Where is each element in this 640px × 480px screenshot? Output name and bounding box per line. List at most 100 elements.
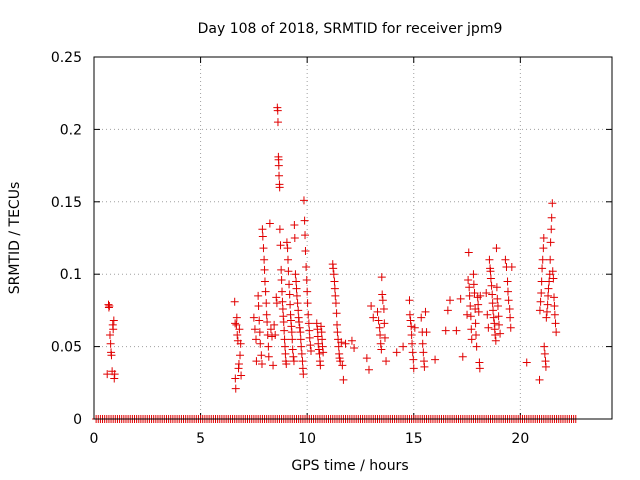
data-point <box>275 171 284 180</box>
data-point <box>304 319 313 328</box>
data-point <box>284 267 293 276</box>
data-point <box>392 348 401 357</box>
x-tick-label: 5 <box>196 431 205 447</box>
data-point <box>493 294 502 303</box>
data-point <box>109 316 118 325</box>
data-point <box>280 335 289 344</box>
data-point <box>277 265 286 274</box>
data-point <box>266 325 275 334</box>
data-point <box>380 319 389 328</box>
data-point <box>483 310 492 319</box>
data-point <box>265 219 274 228</box>
data-point <box>544 291 553 300</box>
data-point <box>501 255 510 264</box>
data-point <box>535 375 544 384</box>
data-point <box>456 294 465 303</box>
data-point <box>458 352 467 361</box>
data-point <box>465 283 474 292</box>
data-point <box>334 342 343 351</box>
data-point <box>492 244 501 253</box>
data-point <box>107 351 116 360</box>
data-point <box>376 339 385 348</box>
data-point <box>407 322 416 331</box>
data-point <box>279 317 288 326</box>
data-point <box>230 297 239 306</box>
data-point <box>313 332 322 341</box>
data-point <box>235 325 244 334</box>
data-point <box>469 270 478 279</box>
data-point <box>495 320 504 329</box>
data-point <box>470 289 479 298</box>
data-point <box>503 277 512 286</box>
data-point <box>482 289 491 298</box>
data-point <box>287 328 296 337</box>
data-point <box>316 361 325 370</box>
data-point <box>494 312 503 321</box>
data-point <box>422 328 431 337</box>
data-point <box>338 361 347 370</box>
data-point <box>110 370 119 379</box>
data-point <box>409 364 418 373</box>
data-point <box>296 328 305 337</box>
data-point <box>231 384 240 393</box>
data-point <box>278 287 287 296</box>
data-point <box>317 328 326 337</box>
data-point <box>259 244 268 253</box>
data-point <box>339 375 348 384</box>
data-point <box>537 277 546 286</box>
data-point <box>299 196 308 205</box>
data-point <box>289 357 298 366</box>
data-point <box>272 293 281 302</box>
data-point <box>543 300 552 309</box>
data-point <box>257 351 266 360</box>
data-point <box>271 331 280 340</box>
data-point <box>540 349 549 358</box>
data-point <box>378 290 387 299</box>
data-point <box>106 339 115 348</box>
data-point <box>264 352 273 361</box>
data-point <box>303 287 312 296</box>
data-point <box>319 348 328 357</box>
data-point <box>299 370 308 379</box>
data-point <box>260 277 269 286</box>
data-point <box>474 307 483 316</box>
data-point <box>469 280 478 289</box>
data-point <box>535 306 544 315</box>
data-point <box>476 291 485 300</box>
data-point <box>307 346 316 355</box>
data-point <box>301 247 310 256</box>
data-point <box>375 323 384 332</box>
data-point <box>292 291 301 300</box>
data-point <box>408 348 417 357</box>
data-point <box>252 335 261 344</box>
data-point <box>297 349 306 358</box>
data-point <box>421 307 430 316</box>
y-axis-label: SRMTID / TECUs <box>7 182 23 295</box>
data-point <box>503 287 512 296</box>
data-point <box>282 238 291 247</box>
data-point <box>329 270 338 279</box>
data-point <box>542 307 551 316</box>
data-point <box>369 313 378 322</box>
data-point <box>547 213 556 222</box>
data-point <box>550 310 559 319</box>
data-point <box>105 331 114 340</box>
data-point <box>236 351 245 360</box>
data-point <box>314 339 323 348</box>
data-point <box>282 359 291 368</box>
data-point <box>304 310 313 319</box>
chart-title: Day 108 of 2018, SRMTID for receiver jpm… <box>198 21 503 37</box>
data-point <box>330 277 339 286</box>
data-point <box>486 267 495 276</box>
data-point <box>264 342 273 351</box>
data-point <box>109 325 118 334</box>
data-point <box>285 280 294 289</box>
data-point <box>267 332 276 341</box>
data-point <box>367 302 376 311</box>
data-points-layer <box>103 103 561 393</box>
data-point <box>262 310 271 319</box>
data-point <box>431 355 440 364</box>
data-point <box>550 293 559 302</box>
data-point <box>466 312 475 321</box>
